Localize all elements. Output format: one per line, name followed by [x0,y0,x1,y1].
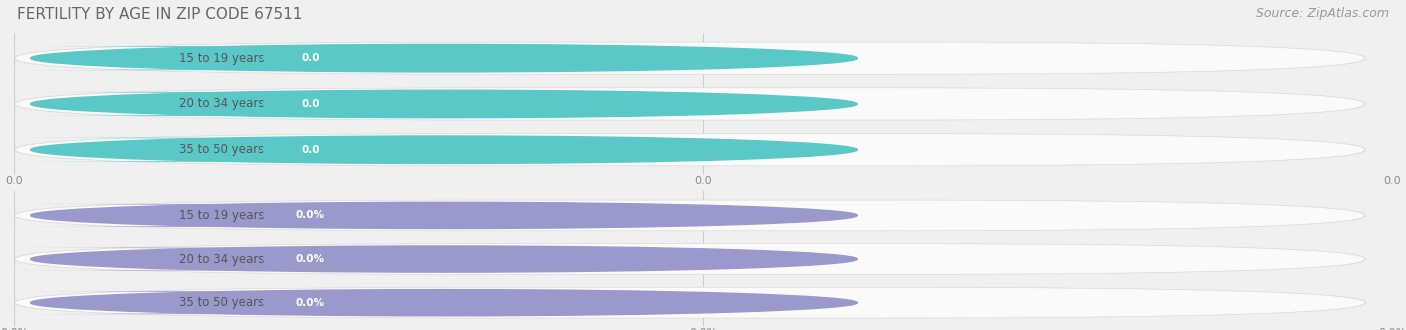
FancyBboxPatch shape [14,243,1365,275]
Circle shape [31,90,858,118]
FancyBboxPatch shape [15,42,1364,74]
Circle shape [31,202,858,228]
Text: 0.0%: 0.0% [295,211,325,220]
Text: 15 to 19 years: 15 to 19 years [180,209,264,222]
FancyBboxPatch shape [14,200,1365,231]
FancyBboxPatch shape [15,287,1364,318]
FancyBboxPatch shape [15,200,1364,231]
FancyBboxPatch shape [15,244,1364,274]
FancyBboxPatch shape [14,133,1365,166]
FancyBboxPatch shape [14,291,606,314]
FancyBboxPatch shape [14,287,1365,318]
FancyBboxPatch shape [15,88,1364,120]
Text: 0.0%: 0.0% [295,298,325,308]
FancyBboxPatch shape [15,134,1364,166]
Text: FERTILITY BY AGE IN ZIP CODE 67511: FERTILITY BY AGE IN ZIP CODE 67511 [17,7,302,21]
FancyBboxPatch shape [14,248,606,271]
Circle shape [31,246,858,272]
Text: 0.0%: 0.0% [295,254,325,264]
FancyBboxPatch shape [14,46,606,70]
FancyBboxPatch shape [14,92,606,116]
Text: 0.0: 0.0 [301,145,319,155]
Circle shape [31,45,858,72]
FancyBboxPatch shape [14,42,1365,75]
Text: Source: ZipAtlas.com: Source: ZipAtlas.com [1256,7,1389,19]
Text: 0.0: 0.0 [301,53,319,63]
FancyBboxPatch shape [14,204,606,227]
FancyBboxPatch shape [14,138,606,162]
Text: 20 to 34 years: 20 to 34 years [180,252,264,266]
Text: 0.0: 0.0 [301,99,319,109]
FancyBboxPatch shape [14,87,1365,120]
Circle shape [31,290,858,316]
Circle shape [31,136,858,163]
Text: 35 to 50 years: 35 to 50 years [180,296,264,309]
Text: 35 to 50 years: 35 to 50 years [180,143,264,156]
Text: 15 to 19 years: 15 to 19 years [180,52,264,65]
Text: 20 to 34 years: 20 to 34 years [180,97,264,111]
